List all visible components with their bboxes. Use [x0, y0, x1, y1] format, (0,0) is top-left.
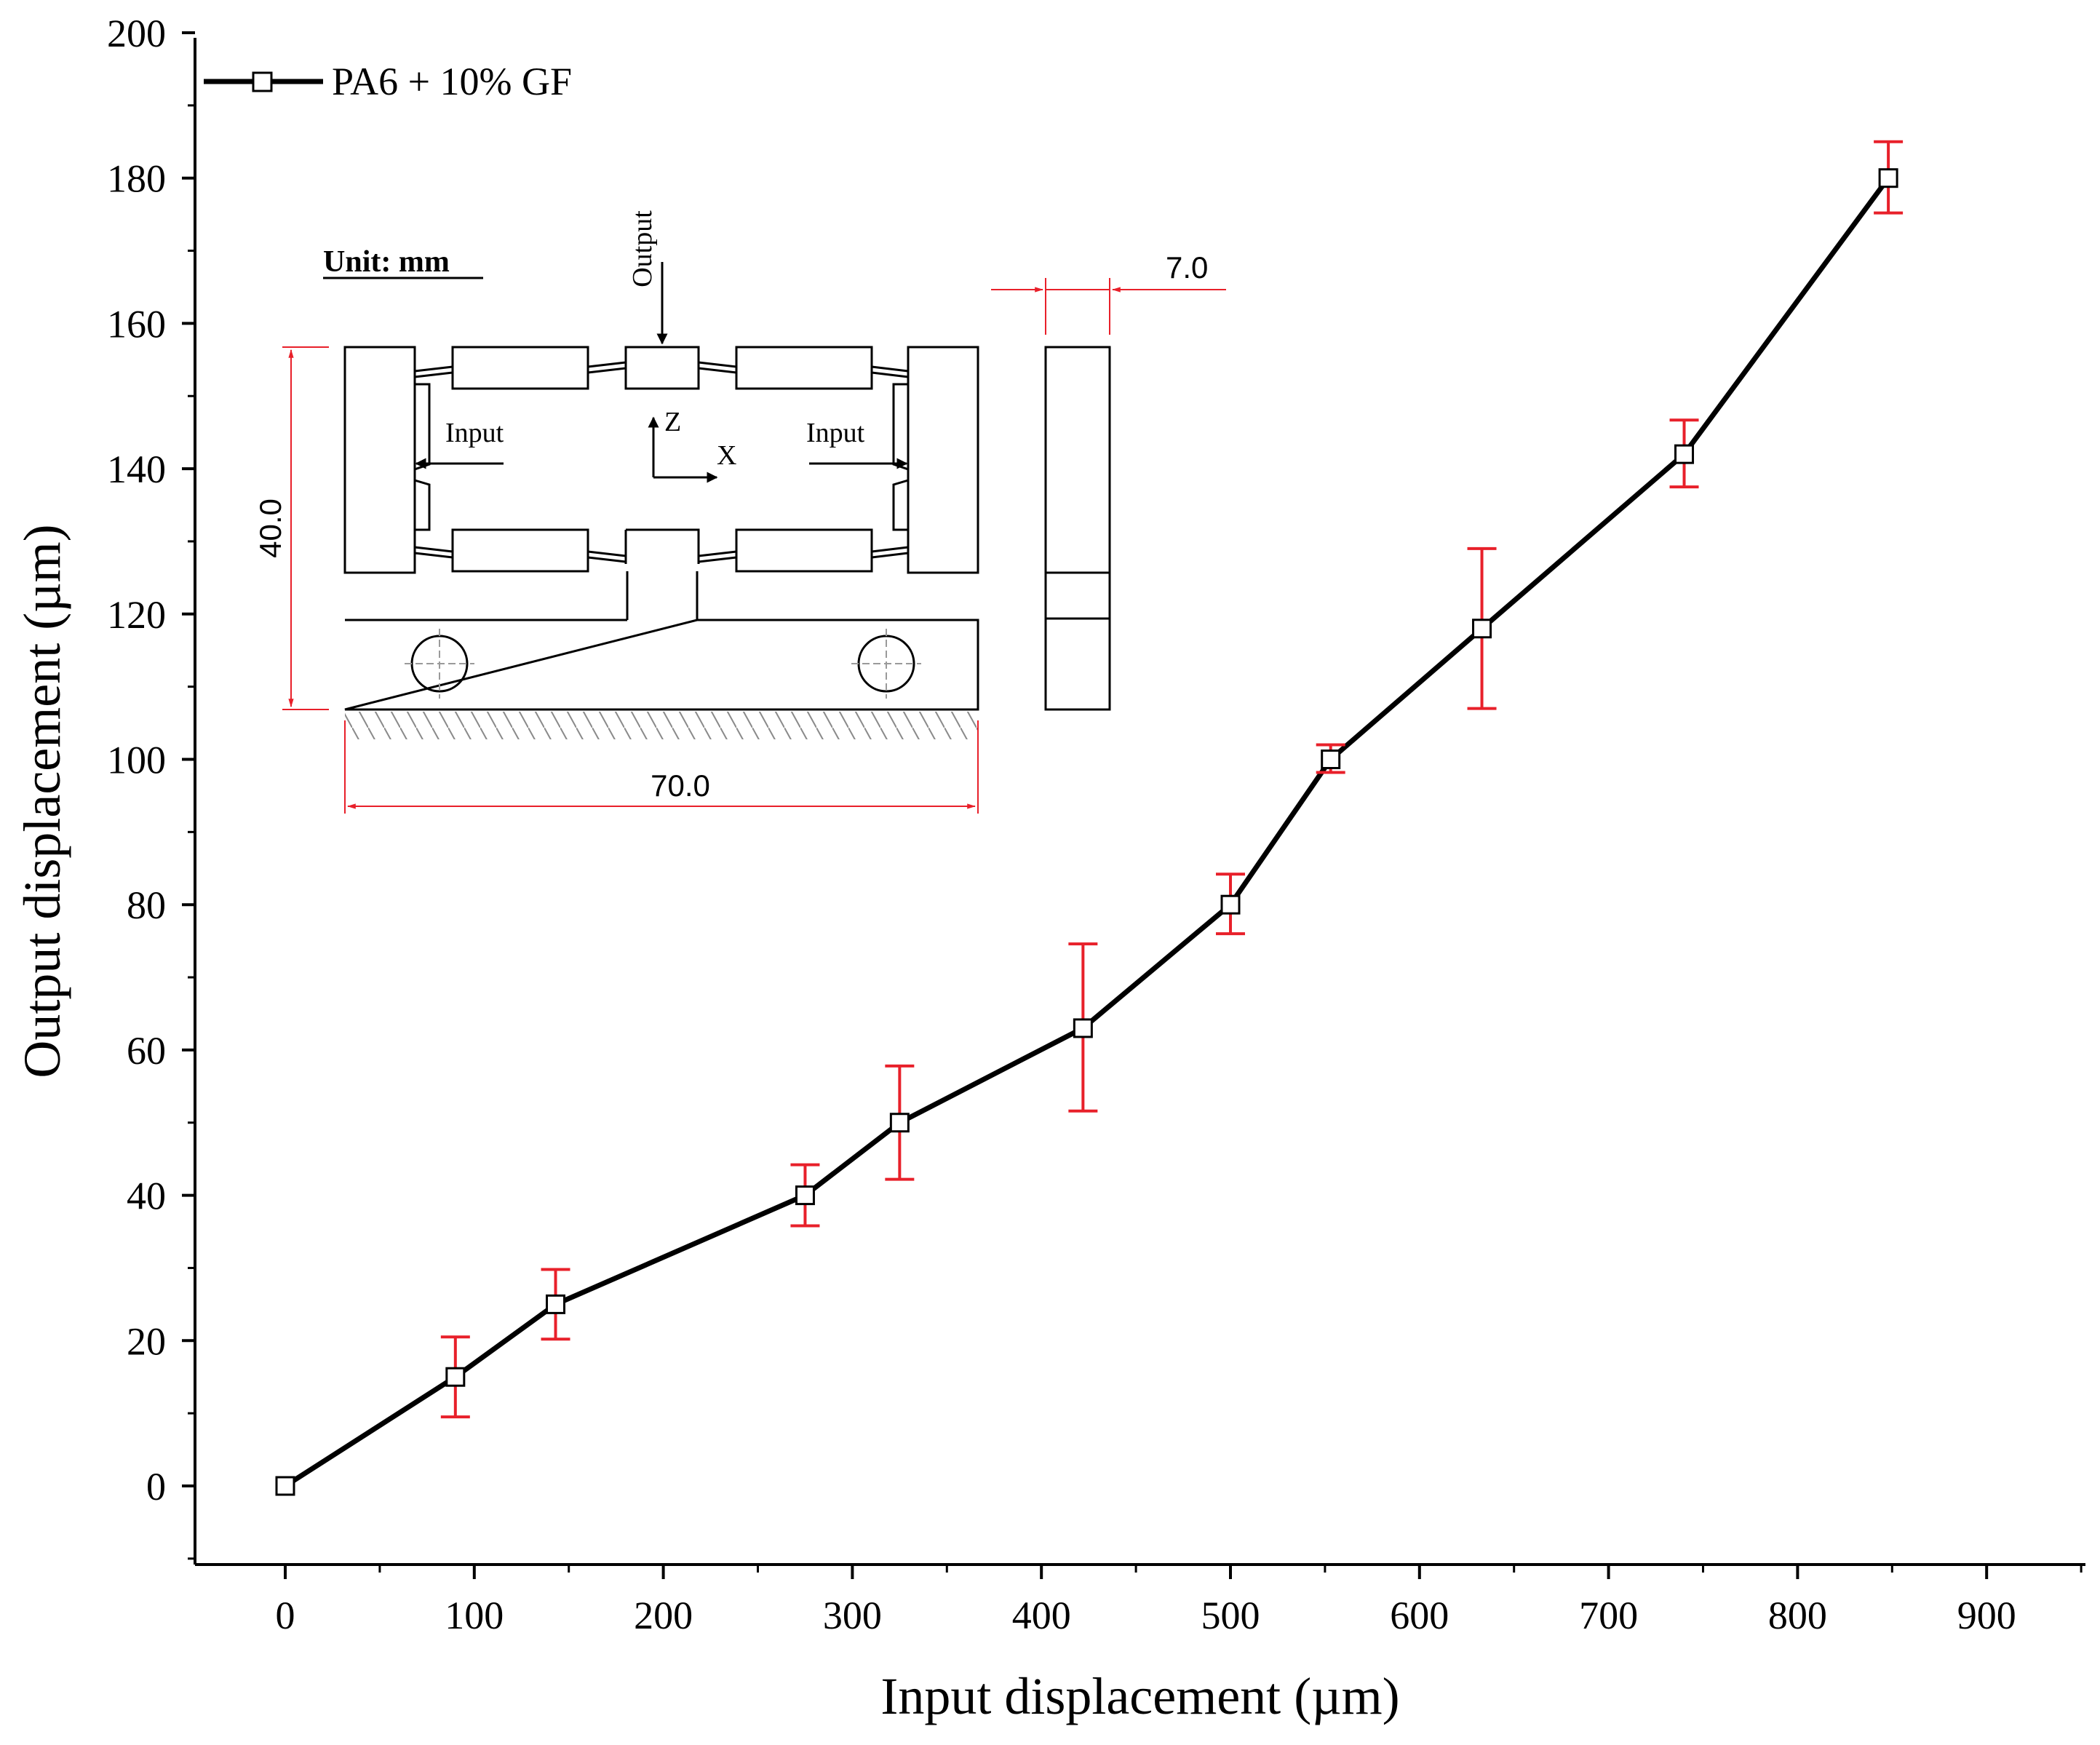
- x-tick-label: 400: [1012, 1594, 1071, 1637]
- inset-frame: [343, 346, 979, 711]
- y-tick-label: 20: [127, 1319, 166, 1363]
- inset-dim-height: 40.0: [253, 498, 287, 558]
- y-ticks: 0 20 40 60 80 100 120 140 160 180 200: [107, 12, 195, 1560]
- x-tick-label: 0: [276, 1594, 295, 1637]
- inset-z-label: Z: [664, 407, 681, 437]
- inset-dimensions: [282, 278, 1226, 814]
- data-point: [1220, 894, 1241, 915]
- plot-axes: [194, 38, 2085, 1566]
- inset-input-left-label: Input: [445, 418, 504, 448]
- x-tick-label: 100: [445, 1594, 504, 1637]
- x-tick-label: 300: [823, 1594, 882, 1637]
- inset-input-right-label: Input: [806, 418, 865, 448]
- x-tick-label: 500: [1201, 1594, 1260, 1637]
- legend: PA6 + 10% GF: [204, 60, 572, 103]
- legend-marker: [252, 71, 273, 92]
- inset-dim-thickness: 7.0: [1166, 250, 1208, 285]
- legend-label: PA6 + 10% GF: [332, 60, 572, 103]
- inset-dim-width: 70.0: [651, 768, 710, 803]
- x-tick-label: 600: [1390, 1594, 1449, 1637]
- y-tick-label: 140: [107, 448, 166, 491]
- x-tick-label: 800: [1768, 1594, 1827, 1637]
- y-tick-label: 60: [127, 1029, 166, 1073]
- data-point: [1472, 619, 1492, 639]
- data-point: [889, 1113, 910, 1133]
- x-axis-title: Input displacement (µm): [880, 1667, 1399, 1725]
- x-tick-label: 900: [1957, 1594, 2016, 1637]
- x-tick-label: 200: [634, 1594, 693, 1637]
- y-axis-title: Output displacement (µm): [13, 524, 71, 1078]
- inset-x-label: X: [717, 440, 736, 471]
- data-point: [1321, 750, 1341, 769]
- series-line: [284, 176, 1890, 1488]
- inset-hole-crosshairs: [405, 629, 921, 699]
- x-ticks: 0 100 200 300 400 500 600 700 800 900: [276, 1565, 2083, 1637]
- data-point: [546, 1294, 566, 1314]
- inset-output-label: Output: [627, 210, 658, 287]
- data-point: [445, 1367, 466, 1387]
- y-tick-label: 180: [107, 157, 166, 201]
- y-tick-label: 200: [107, 12, 166, 55]
- y-tick-label: 80: [127, 883, 166, 927]
- inset-ground-hatch: [345, 712, 978, 739]
- inset-schematic: Unit: mm: [253, 210, 1226, 814]
- y-tick-label: 100: [107, 739, 166, 782]
- data-points: [275, 168, 1898, 1496]
- y-tick-label: 160: [107, 302, 166, 346]
- y-tick-label: 0: [146, 1465, 166, 1509]
- series-line-layer: [284, 176, 1890, 1488]
- data-point: [1674, 444, 1695, 464]
- x-tick-label: 700: [1579, 1594, 1638, 1637]
- y-tick-label: 120: [107, 593, 166, 637]
- data-point: [1073, 1018, 1093, 1038]
- data-point: [795, 1185, 815, 1206]
- inset-unit-label: Unit: mm: [323, 245, 450, 279]
- data-point: [275, 1476, 295, 1496]
- data-point: [1878, 168, 1898, 188]
- inset-side-view: [1044, 346, 1111, 711]
- y-tick-label: 40: [127, 1174, 166, 1218]
